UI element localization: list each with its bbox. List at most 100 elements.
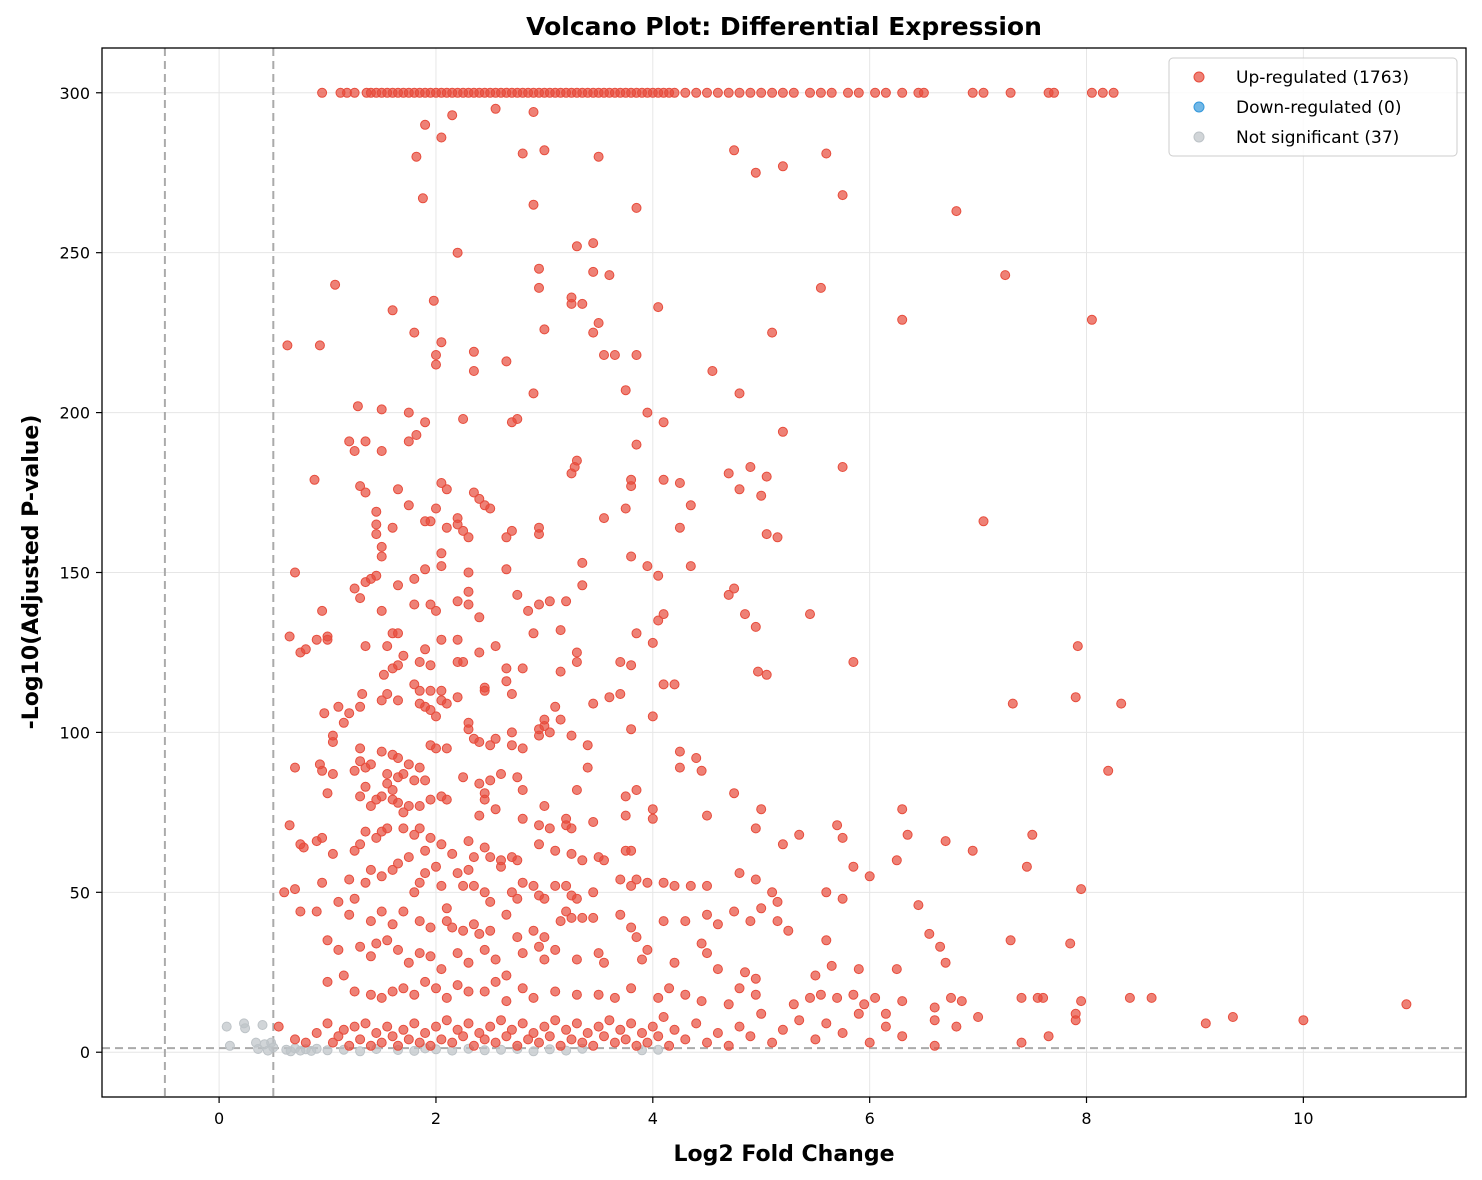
point-up xyxy=(452,692,463,703)
point-up xyxy=(929,1040,940,1051)
point-up xyxy=(626,983,637,994)
point-up xyxy=(485,852,496,863)
point-up xyxy=(393,944,403,955)
point-up xyxy=(322,935,333,946)
point-up xyxy=(398,1024,409,1035)
point-up xyxy=(702,1037,712,1048)
point-up xyxy=(512,855,523,866)
point-up xyxy=(626,1018,637,1029)
point-up xyxy=(626,481,637,492)
point-up xyxy=(1027,829,1038,840)
point-up xyxy=(794,829,805,840)
point-up xyxy=(761,669,772,680)
point-up xyxy=(398,769,409,779)
point-up xyxy=(593,948,604,959)
point-up xyxy=(712,87,723,98)
point-up xyxy=(734,484,745,495)
y-tick-label: 0 xyxy=(80,1043,90,1062)
point-ns xyxy=(355,1046,366,1057)
point-ns xyxy=(544,1044,555,1055)
point-up xyxy=(750,167,761,178)
point-up xyxy=(447,110,458,121)
point-up xyxy=(680,916,691,927)
point-up xyxy=(794,1015,805,1026)
point-up xyxy=(767,1037,778,1048)
point-up xyxy=(550,880,561,891)
point-up xyxy=(376,746,387,757)
y-tick-label: 200 xyxy=(59,404,90,423)
point-up xyxy=(680,87,691,98)
point-up xyxy=(967,87,978,98)
point-up xyxy=(702,87,712,98)
point-up xyxy=(658,474,669,485)
point-up xyxy=(539,801,550,811)
point-up xyxy=(609,1037,620,1048)
point-up xyxy=(637,1028,647,1038)
point-up xyxy=(365,951,376,962)
point-up xyxy=(512,932,523,943)
point-up xyxy=(837,893,848,904)
point-up xyxy=(409,679,420,690)
point-up xyxy=(777,426,788,437)
point-up xyxy=(501,1031,512,1042)
point-up xyxy=(539,954,550,965)
point-up xyxy=(1124,992,1135,1003)
point-up xyxy=(826,87,837,98)
point-up xyxy=(355,839,366,850)
point-up xyxy=(371,938,382,949)
point-up xyxy=(479,685,490,696)
point-up xyxy=(951,206,962,217)
point-up xyxy=(783,925,794,936)
point-up xyxy=(485,896,496,907)
point-up xyxy=(490,641,501,652)
point-up xyxy=(653,992,664,1003)
point-up xyxy=(365,801,376,811)
point-up xyxy=(371,519,382,530)
point-up xyxy=(750,874,761,885)
point-up xyxy=(371,570,382,581)
point-up xyxy=(490,733,501,744)
point-up xyxy=(485,925,496,936)
point-up xyxy=(360,641,371,652)
point-up xyxy=(452,868,463,879)
point-up xyxy=(463,957,474,968)
point-up xyxy=(593,151,604,162)
y-tick-label: 100 xyxy=(59,723,90,742)
point-up xyxy=(517,148,528,159)
point-up xyxy=(750,621,761,632)
point-up xyxy=(463,986,474,997)
point-up xyxy=(501,996,512,1007)
point-up xyxy=(750,989,761,1000)
legend-marker-not-significant xyxy=(1193,131,1205,143)
point-up xyxy=(772,896,783,907)
point-up xyxy=(398,906,409,917)
point-up xyxy=(387,785,398,795)
point-up xyxy=(403,852,414,863)
point-up xyxy=(837,190,848,201)
point-up xyxy=(918,87,929,98)
x-tick-label: 4 xyxy=(648,1109,658,1128)
point-up xyxy=(550,986,561,997)
point-up xyxy=(409,829,420,840)
point-ns xyxy=(322,1045,333,1056)
point-up xyxy=(441,522,452,533)
point-up xyxy=(333,701,344,712)
point-up xyxy=(702,810,712,821)
point-up xyxy=(468,852,479,863)
point-up xyxy=(853,1008,864,1019)
point-up xyxy=(371,832,382,843)
point-up xyxy=(398,650,409,661)
point-up xyxy=(1049,87,1059,98)
point-up xyxy=(571,647,582,658)
point-up xyxy=(349,87,360,98)
point-up xyxy=(290,567,300,578)
point-up xyxy=(458,657,469,667)
point-up xyxy=(506,525,517,536)
point-up xyxy=(441,992,452,1003)
point-up xyxy=(577,1037,588,1048)
point-up xyxy=(853,87,864,98)
point-up xyxy=(653,615,664,626)
point-up xyxy=(452,980,463,991)
point-up xyxy=(349,893,360,904)
